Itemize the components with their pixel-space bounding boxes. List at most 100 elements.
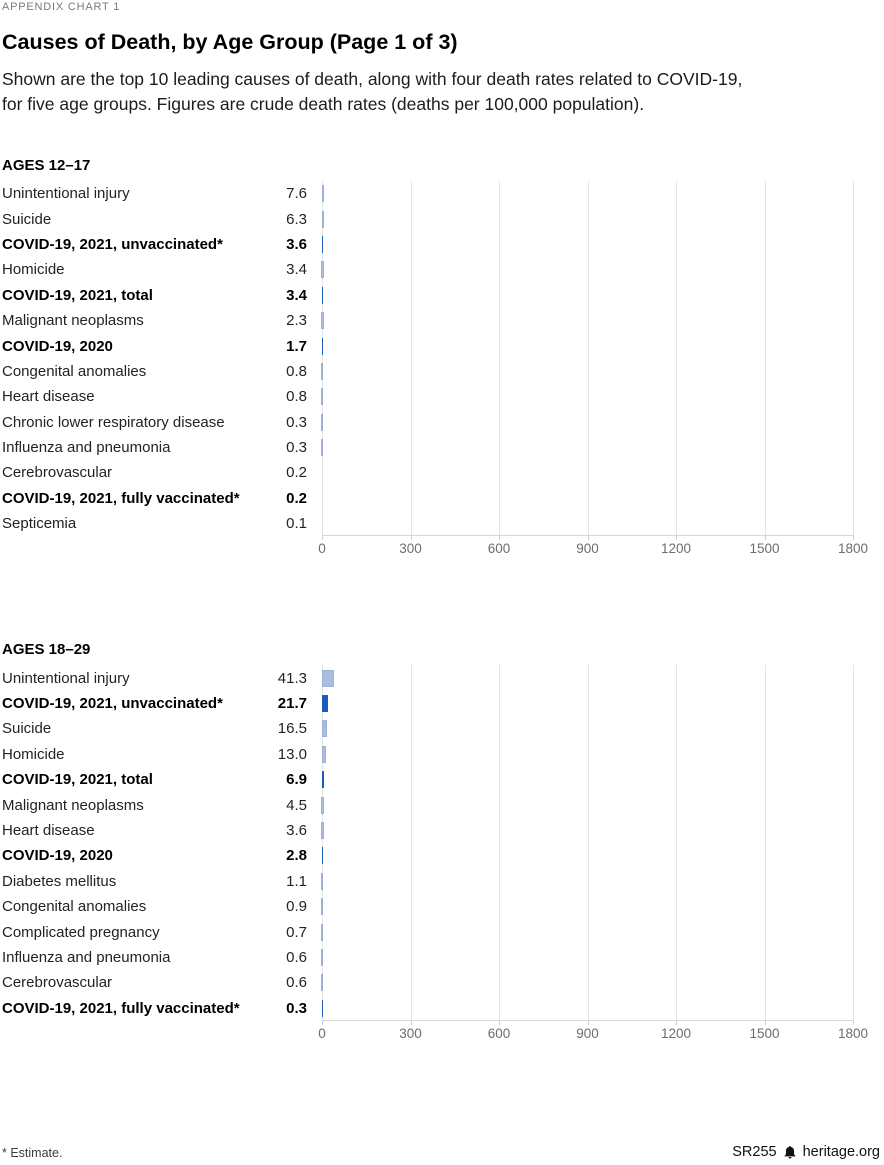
bar-track [322,235,853,253]
x-tick-label-0: 0 [318,541,326,557]
row-value: 0.9 [286,898,307,916]
table-row: Suicide 6.3 [0,206,884,231]
row-value: 41.3 [277,669,307,687]
table-row: COVID-19, 2021, unvaccinated* 21.7 [0,691,884,716]
table-row: COVID-19, 2021, total 3.4 [0,283,884,308]
gridline-600 [499,665,500,1020]
x-tick-label-1200: 1200 [660,541,692,557]
page-footer: * Estimate. SR255 heritage.org [0,1144,884,1160]
bar [322,847,323,865]
bar [322,822,324,839]
row-value: 1.7 [286,337,307,355]
bar-track [322,745,853,763]
x-tick-label-1500: 1500 [749,1025,780,1041]
bar [322,695,329,713]
report-id: SR255 [732,1144,777,1160]
bar [322,235,324,253]
x-tick-label-0: 0 [318,1025,326,1041]
x-tick-label-1800: 1800 [837,541,869,557]
tickmark-1800 [853,535,854,541]
table-row: COVID-19, 2020 2.8 [0,843,884,868]
table-row: COVID-19, 2021, total 6.9 [0,767,884,792]
row-label: COVID-19, 2021, fully vaccinated* [2,489,240,507]
row-value: 21.7 [277,695,307,713]
gridline-1200 [676,665,677,1020]
chart-ages-18-29: AGES 18–29 Unintentional injury 41.3 COVID… [0,641,884,1041]
row-label: Septicemia [2,515,77,533]
row-value: 0.6 [286,948,307,966]
row-label: Malignant neoplasms [2,796,144,814]
row-label: Congenital anomalies [2,362,147,380]
gridline-1200 [676,181,677,536]
row-value: 0.8 [286,362,307,380]
tickmark-0 [322,535,323,541]
row-value: 1.1 [286,872,307,890]
row-value: 6.3 [286,210,307,228]
table-row: Influenza and pneumonia 0.6 [0,945,884,970]
bar [322,261,323,279]
tickmark-300 [410,535,412,541]
gridline-1800 [853,181,854,536]
bar-track [322,720,853,738]
row-label: Complicated pregnancy [2,923,160,941]
row-value: 4.5 [286,796,307,814]
chart-title-ages-18-29: AGES 18–29 [2,641,91,659]
row-label: COVID-19, 2020 [2,337,113,355]
row-label: Diabetes mellitus [2,872,117,890]
table-row: Diabetes mellitus 1.1 [0,869,884,894]
gridline-0 [322,181,323,536]
bar-track [322,489,853,507]
x-tick-label-1200: 1200 [660,1025,692,1041]
bar-track [322,210,853,228]
bar-track [322,999,853,1017]
bar [322,337,323,355]
bar-track [322,413,853,431]
row-value: 0.3 [286,413,307,431]
chart-plot-ages-12-17: Unintentional injury 7.6 Suicide 6.3 COVID-1… [0,181,884,541]
bar-track [322,312,853,330]
row-label: Malignant neoplasms [2,312,144,330]
x-tick-label-300: 300 [399,1025,422,1041]
gridline-900 [587,665,589,1020]
row-label: COVID-19, 2021, unvaccinated* [2,235,223,253]
bar-track [322,388,853,406]
row-label: Cerebrovascular [2,974,113,992]
tickmark-600 [499,535,500,541]
footer-branding: SR255 heritage.org [732,1144,880,1160]
chart-title-ages-12-17: AGES 12–17 [2,157,91,174]
row-label: Suicide [2,720,52,738]
x-tick-label-600: 600 [487,1025,511,1041]
row-value: 16.5 [277,720,307,738]
tickmark-1500 [764,535,766,541]
bar [322,210,324,228]
plot-grid [322,665,854,1025]
row-label: Heart disease [2,822,95,839]
row-label: Heart disease [2,388,95,406]
row-label: Chronic lower respiratory disease [2,413,225,431]
bar [322,312,323,330]
tickmark-600 [499,1019,500,1025]
row-label: Homicide [2,745,65,763]
row-value: 7.6 [286,185,307,203]
x-tick-label-300: 300 [399,541,422,557]
bar [322,796,324,814]
bar-track [322,464,853,482]
row-value: 13.0 [277,745,307,763]
gridline-1500 [764,181,766,536]
gridline-1500 [764,665,766,1020]
row-label: Congenital anomalies [2,898,147,916]
row-label: COVID-19, 2020 [2,847,113,865]
bar-track [322,286,853,304]
table-row: Complicated pregnancy 0.7 [0,919,884,944]
row-label: COVID-19, 2021, fully vaccinated* [2,999,240,1017]
row-value: 0.3 [286,999,307,1017]
row-value: 3.4 [286,261,307,279]
chart-plot-ages-18-29: Unintentional injury 41.3 COVID-19, 2021, … [0,665,884,1025]
table-row: Septicemia 0.1 [0,511,884,536]
bar-track [322,362,853,380]
row-value: 0.6 [286,974,307,992]
table-row: Unintentional injury 7.6 [0,181,884,206]
appendix-kicker: APPENDIX CHART 1 [2,1,121,13]
tickmark-900 [587,1019,589,1025]
row-label: Cerebrovascular [2,464,113,482]
